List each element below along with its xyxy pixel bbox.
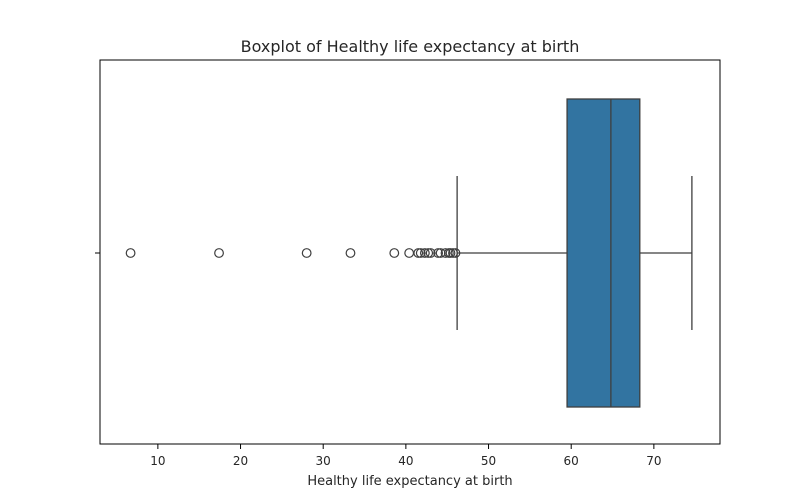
outlier-point (419, 248, 430, 258)
outlier-point (445, 248, 456, 258)
x-tick-label: 30 (316, 454, 331, 468)
outlier-point (301, 248, 312, 258)
x-axis-ticks: 10 20 30 40 50 60 70 (95, 252, 662, 468)
outlier-point (450, 248, 461, 258)
outlier-point (404, 248, 415, 258)
outlier-point (389, 248, 400, 258)
outlier-point (425, 248, 436, 258)
x-axis-label: Healthy life expectancy at birth (307, 474, 512, 489)
outlier-point (413, 248, 424, 258)
x-tick-label: 50 (481, 454, 496, 468)
outlier-point (345, 248, 356, 258)
chart-title: Boxplot of Healthy life expectancy at bi… (241, 37, 580, 56)
plot-area-frame (99, 59, 721, 445)
x-tick-label: 40 (398, 454, 413, 468)
outlier-point (433, 248, 444, 258)
outlier-point (415, 248, 426, 258)
x-tick-label: 60 (564, 454, 579, 468)
outlier-point (448, 248, 458, 258)
plot-marks (125, 98, 693, 408)
iqr-box (566, 98, 641, 408)
x-tick-label: 20 (233, 454, 248, 468)
outlier-point (214, 248, 224, 258)
outlier-point (423, 248, 434, 258)
outlier-point (440, 248, 451, 258)
x-tick-label: 10 (150, 454, 165, 468)
x-tick-label: 70 (646, 454, 661, 468)
outlier-point (125, 248, 136, 258)
